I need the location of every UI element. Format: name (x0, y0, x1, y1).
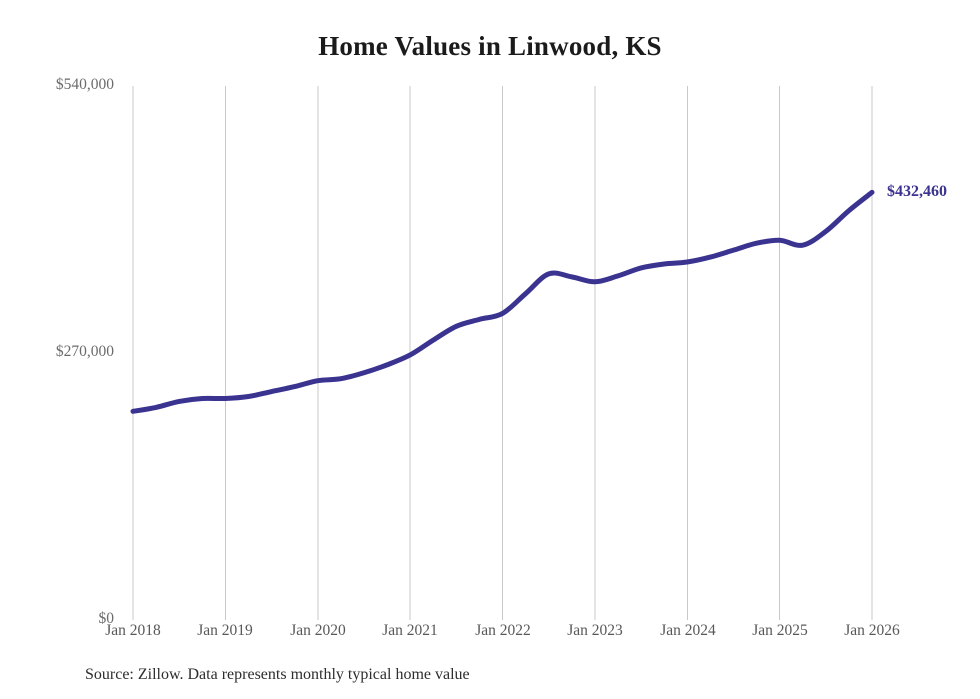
x-axis-tick-label-jan-2020: Jan 2020 (290, 622, 346, 639)
plot-svg (130, 86, 875, 620)
source-note: Source: Zillow. Data represents monthly … (85, 666, 470, 683)
x-axis-tick-label-jan-2021: Jan 2021 (382, 622, 438, 639)
end-value-annotation: $432,460 (887, 183, 947, 201)
plot-area (130, 86, 875, 620)
x-gridlines (132, 86, 873, 620)
x-axis-tick-label-jan-2023: Jan 2023 (567, 622, 623, 639)
page-title: Home Values in Linwood, KS (318, 31, 662, 61)
x-axis-tick-label-jan-2024: Jan 2024 (660, 622, 716, 639)
x-axis-tick-label-jan-2022: Jan 2022 (475, 622, 531, 639)
x-axis-tick-label-jan-2019: Jan 2019 (197, 622, 253, 639)
x-axis-tick-label-jan-2026: Jan 2026 (844, 622, 900, 639)
x-axis-tick-label-jan-2025: Jan 2025 (752, 622, 808, 639)
y-axis-tick-label-540000: $540,000 (55, 76, 114, 93)
series-line-home-value (130, 189, 875, 414)
x-axis-tick-label-jan-2018: Jan 2018 (105, 622, 161, 639)
y-axis-tick-label-270000: $270,000 (55, 343, 114, 360)
y-axis-tick-label-0: $0 (98, 610, 115, 627)
